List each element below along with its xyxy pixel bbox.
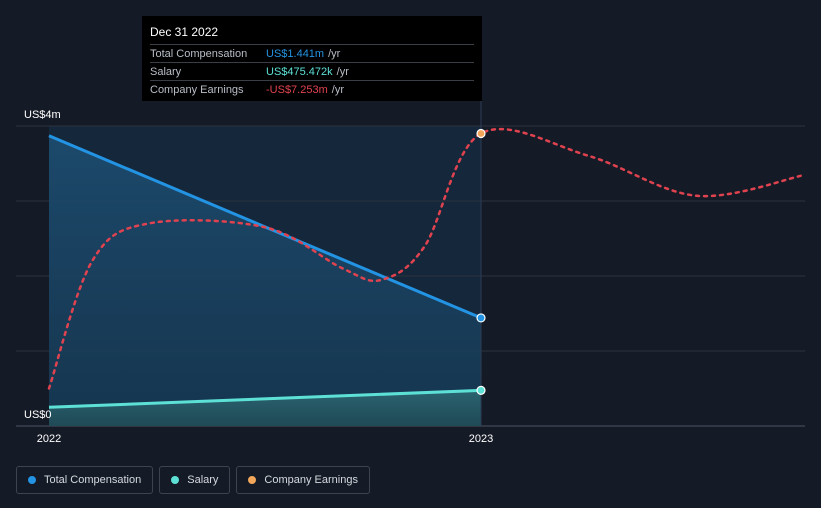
legend-label: Total Compensation	[44, 474, 142, 486]
tooltip-label: Total Compensation	[150, 47, 248, 60]
company-earnings-marker[interactable]	[476, 128, 486, 139]
legend-label: Salary	[187, 474, 219, 486]
tooltip-row-company-earnings: Company Earnings -US$7.253m /yr	[150, 80, 474, 98]
tooltip: Dec 31 2022 Total Compensation US$1.441m…	[142, 16, 482, 101]
tooltip-value: US$475.472k	[266, 65, 333, 78]
tooltip-row-salary: Salary US$475.472k /yr	[150, 62, 474, 80]
tooltip-row-total-compensation: Total Compensation US$1.441m /yr	[150, 44, 474, 62]
tooltip-date: Dec 31 2022	[150, 25, 219, 39]
tooltip-label: Company Earnings	[150, 83, 244, 96]
tooltip-unit: /yr	[336, 65, 349, 78]
y-axis-bottom-label: US$0	[24, 409, 52, 421]
legend-total-compensation[interactable]: Total Compensation	[16, 466, 154, 494]
legend: Total Compensation Salary Company Earnin…	[16, 466, 370, 494]
total-compensation-area	[49, 135, 481, 427]
tooltip-unit: /yr	[331, 83, 344, 96]
salary-area	[49, 390, 481, 426]
salary-line	[48, 388, 482, 409]
legend-company-earnings[interactable]: Company Earnings	[236, 466, 370, 494]
y-axis-top-label: US$4m	[24, 109, 61, 121]
tooltip-value: -US$7.253m	[266, 83, 328, 96]
tooltip-label: Salary	[150, 65, 182, 78]
x-tick-2022: 2022	[37, 433, 61, 445]
legend-dot-icon	[28, 476, 36, 484]
tooltip-value: US$1.441m	[266, 47, 325, 60]
legend-salary[interactable]: Salary	[159, 466, 231, 494]
total-compensation-marker[interactable]	[476, 313, 486, 323]
legend-label: Company Earnings	[264, 474, 358, 486]
legend-dot-icon	[248, 476, 257, 484]
tooltip-unit: /yr	[328, 47, 341, 60]
legend-dot-icon	[171, 476, 180, 484]
salary-marker[interactable]	[476, 385, 486, 395]
x-tick-2023: 2023	[469, 433, 493, 445]
company-earnings-line	[47, 127, 807, 390]
